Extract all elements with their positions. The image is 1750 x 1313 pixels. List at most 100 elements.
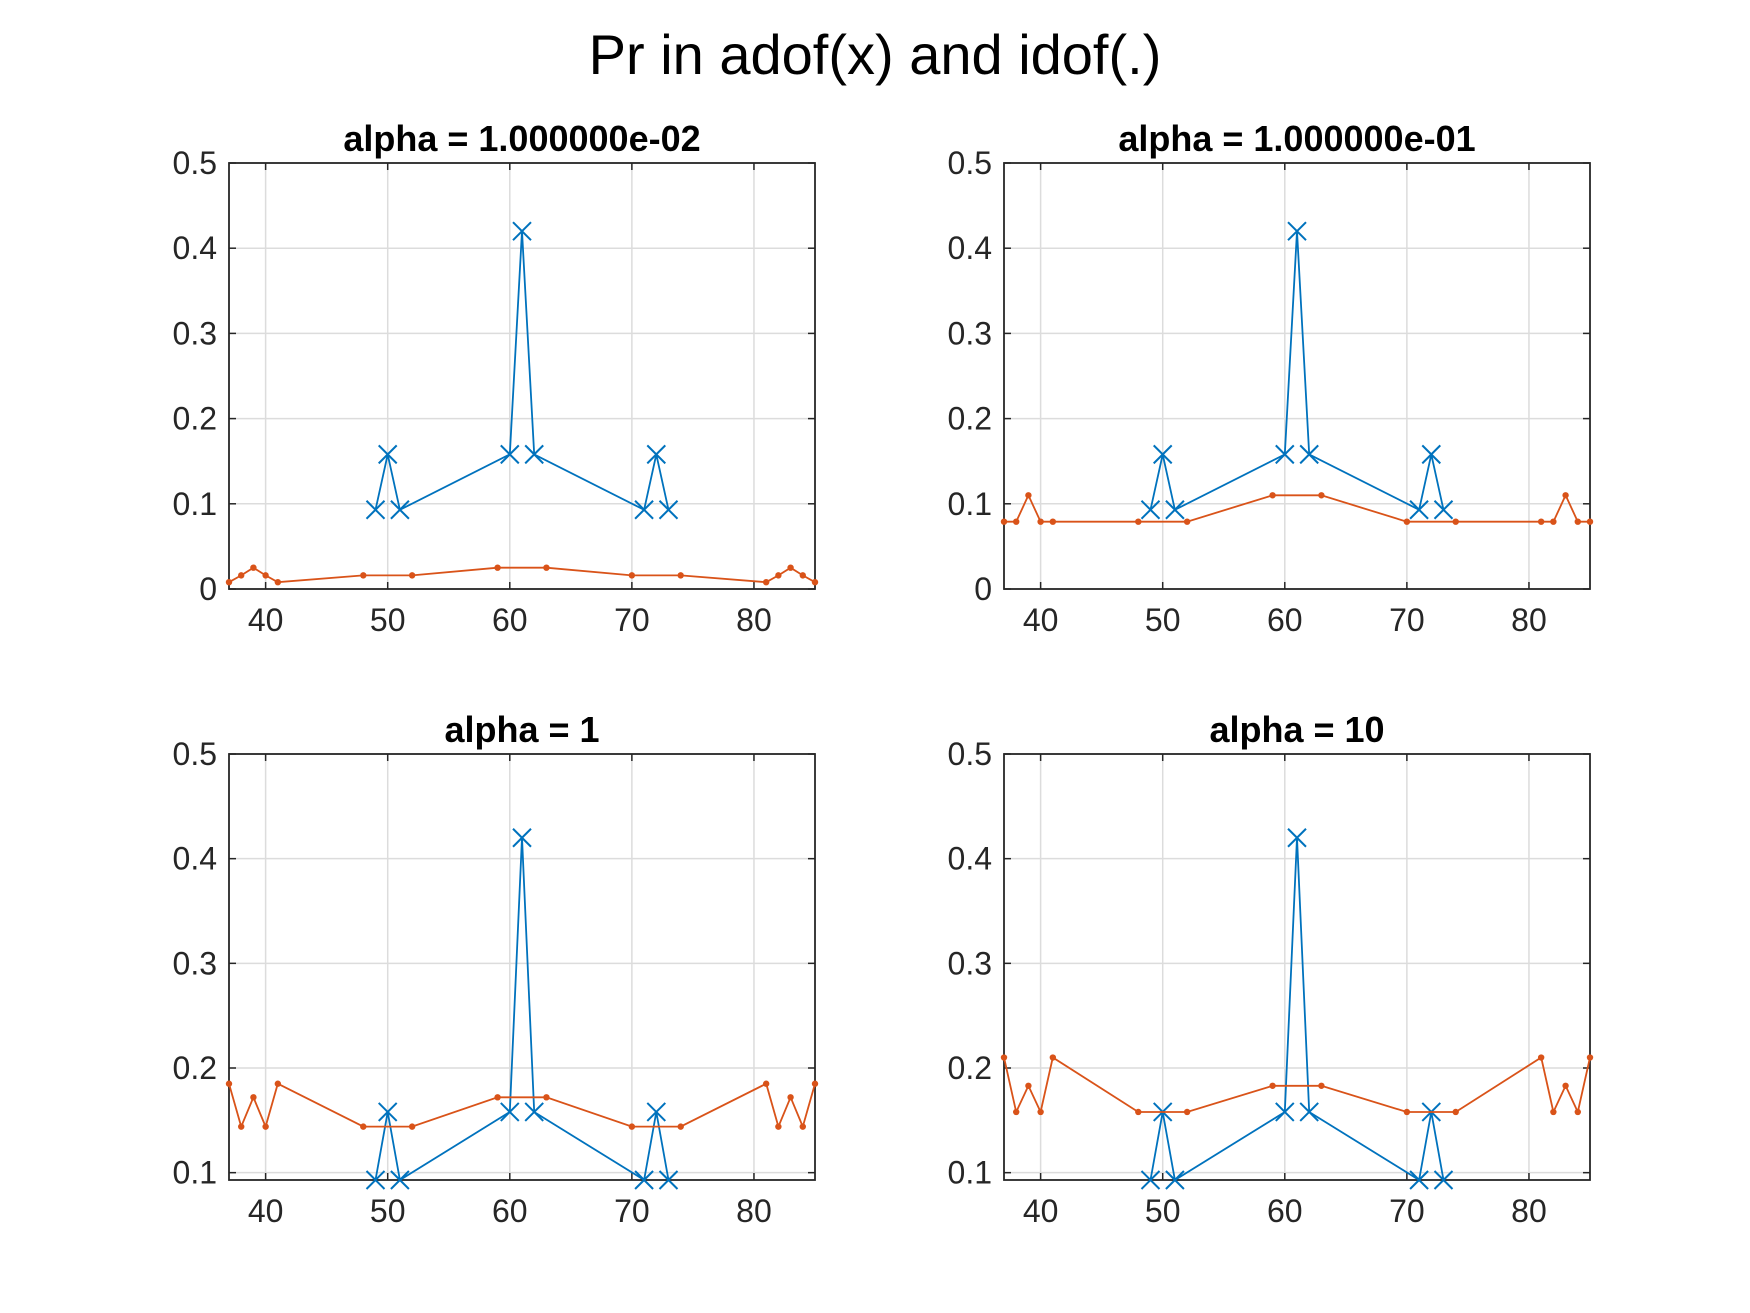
x-marker-point [512,221,532,241]
x-marker-point [1433,500,1454,520]
dot-marker-point [360,572,367,579]
y-tick-label: 0.4 [948,230,992,266]
dot-marker-point [543,1094,550,1101]
dot-marker-point [1318,1082,1325,1089]
dot-marker-point [238,572,245,579]
dot-marker-point [1452,518,1459,525]
dot-marker-point [1000,1054,1008,1061]
x-marker-point [1275,444,1295,465]
dot-marker-point [775,1123,782,1130]
subplot-title: alpha = 1.000000e-02 [343,118,700,159]
dot-marker-point [1452,1108,1459,1116]
subplot-title: alpha = 10 [1209,709,1384,750]
figure-title: Pr in adof(x) and idof(.) [588,23,1162,86]
dot-marker-point [775,572,782,579]
dot-marker-point [250,1094,257,1101]
dot-marker-point [408,1123,416,1130]
axes-box [1003,753,1591,1181]
x-tick-label: 80 [1511,602,1547,638]
dot-marker-point [1562,1082,1569,1089]
subplot-title: alpha = 1 [444,709,599,750]
dot-marker-point [799,572,806,579]
dot-marker-point [1049,518,1057,525]
y-tick-label: 0.2 [173,401,217,437]
x-tick-label: 70 [614,1193,650,1229]
x-marker-point [634,500,654,520]
x-marker-point [500,444,520,465]
dot-marker-point [762,578,770,586]
dot-marker-point [1025,1082,1032,1089]
dot-marker-point [1269,492,1276,499]
dot-marker-point [1586,1054,1594,1061]
dot-marker-point [1550,518,1557,525]
dot-marker-point [1135,1108,1142,1116]
y-tick-label: 0.5 [948,145,992,181]
x-tick-label: 60 [1267,1193,1303,1229]
subplot-1: 40 50 60 70 80 0 0.1 0.2 0.3 0.4 0.5 alpha = 1.0000… [173,118,819,638]
dot-marker-point [262,1123,269,1130]
dot-marker-point [799,1123,806,1130]
x-tick-label: 70 [1389,1193,1425,1229]
series-x-line [1149,231,1445,512]
subplot-2: 40 50 60 70 80 0 0.1 0.2 0.3 0.4 0.5 alpha = 1.0000… [948,118,1594,638]
dot-marker-point [1586,518,1594,525]
x-tick-label: 70 [614,602,650,638]
x-marker-point [1433,1170,1454,1190]
dot-marker-point [274,578,282,586]
y-tick-label: 0 [974,571,992,607]
dot-marker-point [1049,1054,1057,1061]
x-marker-point [524,444,544,465]
dot-marker-point [1269,1082,1276,1089]
x-marker-point [634,1170,654,1190]
dot-marker-point [1183,518,1191,525]
x-marker-point [1287,221,1307,241]
dot-marker-point [1013,1108,1020,1116]
x-tick-label: 50 [370,1193,406,1229]
y-tick-label: 0.1 [948,486,992,522]
y-tick-label: 0.1 [173,486,217,522]
x-tick-label: 60 [492,1193,528,1229]
x-marker-point [1165,500,1185,520]
dot-marker-point [1574,1108,1581,1116]
subplot-4: 40 50 60 70 80 0.1 0.2 0.3 0.4 0.5 alpha = 10 [948,709,1594,1229]
x-marker-point [1140,500,1161,520]
dot-marker-point [628,1123,636,1130]
dot-marker-point [1403,518,1411,525]
dot-marker-point [1183,1108,1191,1116]
axes-box [228,753,816,1181]
x-tick-label: 60 [492,602,528,638]
dot-marker-point [1135,518,1142,525]
x-marker-point [1299,1102,1319,1122]
x-marker-point [524,1102,544,1122]
dot-marker-point [1403,1108,1411,1116]
x-marker-point [365,1170,386,1190]
dot-marker-point [1013,518,1020,525]
x-marker-point [378,444,398,465]
x-marker-point [500,1102,520,1122]
dot-marker-point [1025,492,1032,499]
x-tick-label: 60 [1267,602,1303,638]
dot-marker-point [628,572,636,579]
dot-marker-point [1000,518,1008,525]
axes-box [1003,162,1591,590]
series-x-line [374,837,670,1182]
x-tick-label: 40 [1023,602,1059,638]
x-marker-point [658,1170,679,1190]
x-marker-point [646,1102,666,1122]
dot-marker-point [1562,492,1569,499]
series-dot-line [228,566,816,584]
series-dot-line [1004,493,1590,523]
x-marker-point [658,500,679,520]
y-tick-label: 0.3 [173,315,217,351]
x-tick-label: 80 [736,602,772,638]
series-dot-line [228,1082,816,1130]
x-marker-point [1140,1170,1161,1190]
dot-marker-point [1318,492,1325,499]
x-tick-label: 80 [1511,1193,1547,1229]
dot-marker-point [677,572,684,579]
dot-marker-point [811,1080,819,1087]
x-marker-point [1275,1102,1295,1122]
y-tick-label: 0.3 [948,945,992,981]
dot-marker-point [494,564,501,571]
